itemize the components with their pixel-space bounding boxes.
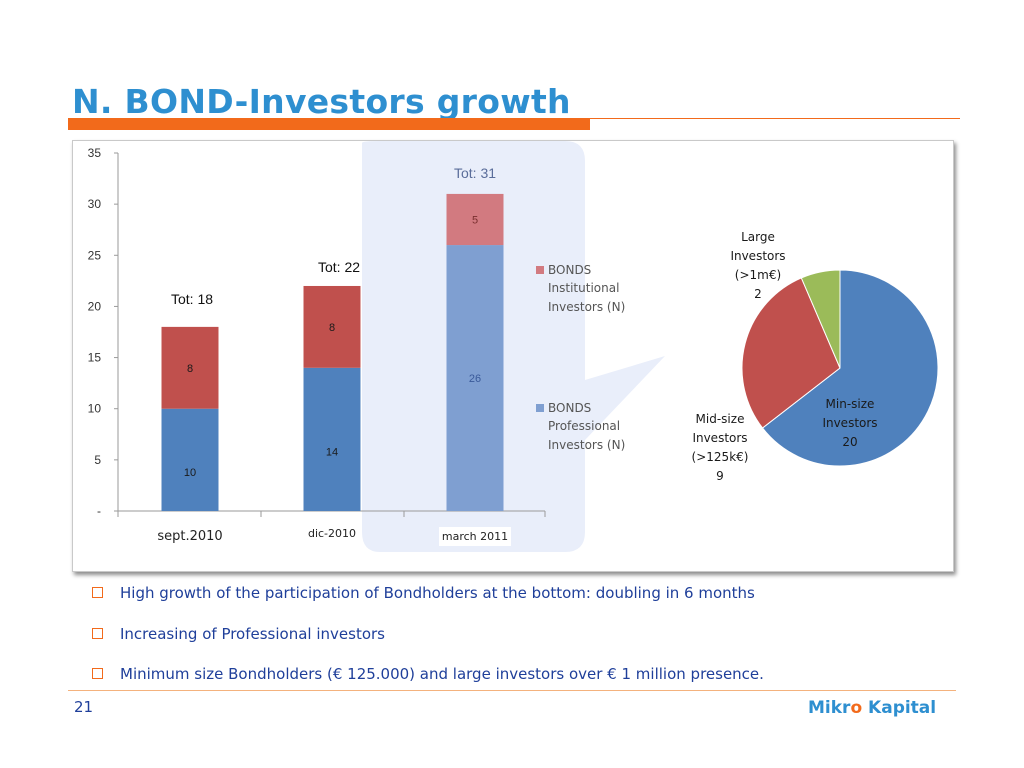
bar-professional (303, 367, 361, 511)
bar-data-label: 5 (472, 214, 478, 226)
y-tick-label: 10 (88, 402, 102, 416)
y-tick-label: 5 (94, 453, 101, 467)
legend-label: BONDS (548, 401, 591, 415)
y-tick-label: - (97, 504, 101, 518)
bar-institutional (446, 193, 504, 246)
bullet-marker (92, 668, 103, 679)
pie-slice (800, 269, 841, 369)
pie-label: 2 (754, 287, 762, 301)
pie-label: Mid-size (696, 412, 745, 426)
bar-data-label: 8 (329, 322, 335, 334)
bullet-list: High growth of the participation of Bond… (92, 583, 764, 705)
bar-professional (161, 408, 219, 511)
company-logo: Mikro Kapital (808, 698, 936, 718)
bullet-item: High growth of the participation of Bond… (92, 583, 764, 624)
bar-data-label: 10 (184, 467, 196, 479)
legend-swatch (536, 266, 544, 274)
pie-label: (>125k€) (692, 450, 749, 464)
logo-text-2: Kapital (862, 698, 937, 718)
x-tick-label-bg (439, 527, 511, 546)
footer-rule (68, 690, 956, 691)
y-tick-label: 30 (88, 197, 102, 211)
logo-accent: o (850, 698, 863, 718)
x-tick-label: march 2011 (442, 530, 508, 543)
pie-label: (>1m€) (735, 268, 781, 282)
bullet-item: Increasing of Professional investors (92, 624, 764, 665)
legend-label: BONDS (548, 263, 591, 277)
callout-highlight (362, 141, 665, 552)
title-rule (590, 118, 960, 119)
bar-institutional (303, 285, 361, 368)
bullet-text: High growth of the participation of Bond… (120, 584, 755, 602)
bar-institutional (161, 326, 219, 409)
legend-label: Institutional (548, 281, 619, 295)
bullet-text: Increasing of Professional investors (120, 624, 385, 643)
bar-total-label: Tot: 18 (171, 291, 213, 307)
legend-label: Investors (N) (548, 438, 625, 452)
bar-total-label: Tot: 31 (454, 165, 496, 181)
bullet-item: Minimum size Bondholders (€ 125.000) and… (92, 664, 764, 705)
pie-label: Investors (822, 416, 877, 430)
bullet-text: Minimum size Bondholders (€ 125.000) and… (120, 665, 764, 683)
pie-label: Investors (692, 431, 747, 445)
bar-data-label: 8 (187, 363, 193, 375)
bullet-marker (92, 627, 103, 639)
logo-text-1: Mikr (808, 698, 851, 718)
pie-label: 9 (716, 469, 724, 483)
pie-label: Large (741, 230, 775, 244)
legend-label: Investors (N) (548, 300, 625, 314)
legend-label: Professional (548, 419, 620, 433)
page-number: 21 (74, 698, 94, 716)
y-tick-label: 15 (88, 351, 102, 365)
bar-data-label: 14 (326, 446, 338, 458)
legend-swatch (536, 404, 544, 412)
bar-professional (446, 245, 504, 512)
y-tick-label: 35 (88, 146, 102, 160)
pie-slice (761, 269, 939, 467)
y-tick-label: 25 (88, 248, 102, 262)
y-tick-label: 20 (88, 299, 102, 313)
pie-slice (741, 277, 841, 429)
page-title: N. BOND-Investors growth (72, 82, 571, 121)
bar-total-label: Tot: 22 (318, 259, 360, 275)
pie-label: 20 (842, 435, 857, 449)
pie-label: Investors (730, 249, 785, 263)
title-underline-bar (68, 118, 590, 130)
pie-label: Min-size (826, 397, 875, 411)
x-tick-label: dic-2010 (308, 527, 356, 540)
bullet-marker (92, 587, 103, 598)
bar-data-label: 26 (469, 373, 481, 385)
x-tick-label: sept.2010 (157, 529, 222, 544)
